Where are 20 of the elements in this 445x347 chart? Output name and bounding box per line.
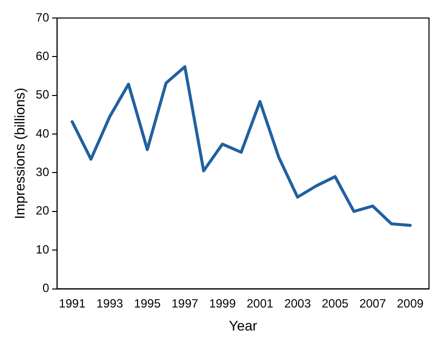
x-tick-label: 1997: [172, 296, 199, 310]
y-tick-label: 0: [42, 281, 50, 296]
x-tick-label: 1991: [58, 296, 86, 310]
y-tick-label: 60: [36, 49, 50, 63]
y-tick-label: 50: [36, 88, 50, 102]
x-tick-label: 1993: [96, 296, 124, 310]
x-tick-label: 1995: [134, 296, 161, 310]
x-tick-label: 2005: [322, 296, 349, 310]
y-tick-label: 70: [36, 10, 50, 24]
y-axis-title: Impressions (billions): [11, 88, 28, 220]
x-tick-label: 1999: [209, 296, 236, 310]
x-axis-title: Year: [228, 317, 258, 334]
x-tick-label: 2003: [284, 296, 312, 310]
x-tick-label: 2007: [359, 296, 386, 310]
x-tick-label: 2001: [246, 296, 274, 310]
y-tick-label: 10: [36, 242, 50, 256]
y-tick-label: 20: [36, 204, 50, 218]
y-tick-label: 30: [36, 165, 50, 180]
x-tick-label: 2009: [396, 296, 424, 310]
y-tick-label: 40: [36, 126, 50, 140]
